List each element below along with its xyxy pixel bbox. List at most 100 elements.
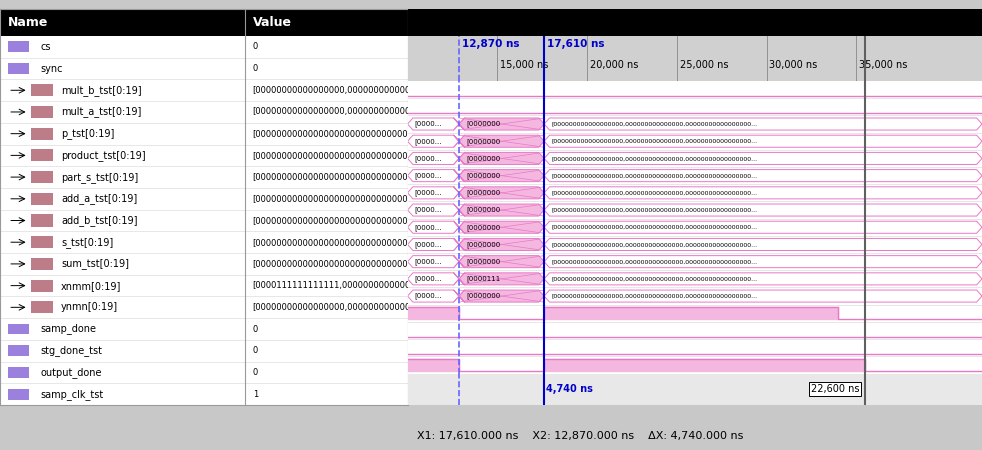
Text: [0000...: [0000... [414, 121, 442, 127]
Text: 0: 0 [252, 346, 258, 355]
Text: 20,000 ns: 20,000 ns [820, 383, 864, 392]
Text: [00000000000000000,0000000000000: [00000000000000000,0000000000000 [252, 108, 416, 117]
Text: 15,000 ns: 15,000 ns [731, 383, 775, 392]
Text: 35,000 ns: 35,000 ns [859, 60, 907, 70]
Text: [0000111111111111,00000000000000: [0000111111111111,00000000000000 [252, 281, 416, 290]
Text: 30,000 ns: 30,000 ns [769, 60, 818, 70]
Polygon shape [454, 187, 464, 199]
Text: 0: 0 [252, 42, 258, 51]
Polygon shape [454, 135, 464, 147]
Bar [8, 324, 28, 334]
Text: [000000000000000000,000000000000000,00000000000000000...: [000000000000000000,000000000000000,0000… [551, 276, 757, 281]
Text: 12,870 ns: 12,870 ns [462, 39, 519, 49]
Bar [30, 193, 53, 205]
Bar [30, 106, 53, 118]
Text: Name: Name [8, 16, 48, 29]
Text: [0000...: [0000... [414, 155, 442, 162]
Text: 1: 1 [252, 390, 258, 399]
Polygon shape [459, 187, 544, 199]
Text: output_done: output_done [40, 367, 102, 378]
Polygon shape [454, 273, 464, 285]
Text: 17,610 ns: 17,610 ns [547, 39, 604, 49]
Text: [0000000: [0000000 [466, 224, 501, 230]
Bar [30, 301, 53, 313]
Polygon shape [544, 153, 982, 164]
Text: [0000...: [0000... [414, 241, 442, 248]
Text: xnmm[0:19]: xnmm[0:19] [61, 281, 122, 291]
Polygon shape [454, 170, 464, 182]
Text: [0000000000000000000000000000000: [0000000000000000000000000000000 [252, 216, 418, 225]
Polygon shape [544, 273, 982, 285]
Bar [8, 367, 28, 378]
Bar [30, 279, 53, 292]
Text: add_b_tst[0:19]: add_b_tst[0:19] [61, 215, 137, 226]
Text: samp_clk_tst: samp_clk_tst [40, 389, 104, 400]
Polygon shape [544, 187, 982, 199]
Bar [8, 63, 28, 74]
Text: s_tst[0:19]: s_tst[0:19] [61, 237, 113, 248]
Text: [0000000: [0000000 [466, 241, 501, 248]
Text: [000000000000000000,000000000000000,00000000000000000...: [000000000000000000,000000000000000,0000… [551, 259, 757, 264]
Polygon shape [459, 238, 544, 251]
Text: sum_tst[0:19]: sum_tst[0:19] [61, 258, 129, 270]
Bar [8, 324, 28, 334]
Text: 0: 0 [252, 368, 258, 377]
Polygon shape [408, 187, 459, 199]
Bar [8, 345, 28, 356]
Polygon shape [544, 118, 982, 130]
Polygon shape [408, 290, 459, 302]
Polygon shape [544, 135, 982, 147]
Text: product_tst[0:19]: product_tst[0:19] [61, 150, 145, 161]
Text: [00000000000000000,0000000000000: [00000000000000000,0000000000000 [252, 303, 416, 312]
Polygon shape [459, 170, 544, 182]
Bar [8, 63, 28, 74]
Polygon shape [454, 273, 464, 285]
Text: ynmn[0:19]: ynmn[0:19] [61, 302, 118, 312]
Bar [30, 149, 53, 162]
Bar [30, 171, 53, 183]
Text: [0000...: [0000... [414, 292, 442, 299]
Bar [30, 128, 53, 140]
Polygon shape [454, 238, 464, 251]
Text: [0000000: [0000000 [466, 121, 501, 127]
Bar [30, 106, 53, 118]
Text: [000000000000000000,000000000000000,00000000000000000...: [000000000000000000,000000000000000,0000… [551, 190, 757, 195]
Bar [30, 258, 53, 270]
Polygon shape [408, 204, 459, 216]
Bar [8, 41, 28, 52]
Bar [30, 236, 53, 248]
Bar [8, 389, 28, 400]
Bar [8, 345, 28, 356]
Polygon shape [459, 221, 544, 233]
Text: add_a_tst[0:19]: add_a_tst[0:19] [61, 194, 137, 204]
Text: 22,600 ns: 22,600 ns [811, 384, 859, 394]
Text: [0000000: [0000000 [466, 189, 501, 196]
Polygon shape [408, 153, 459, 164]
Polygon shape [408, 256, 459, 268]
Polygon shape [454, 204, 464, 216]
Text: [0000000: [0000000 [466, 258, 501, 265]
Polygon shape [454, 153, 464, 164]
Text: [0000000000000000000000000000000: [0000000000000000000000000000000 [252, 173, 418, 182]
Bar [30, 149, 53, 162]
Text: [0000000000000000000000000000000: [0000000000000000000000000000000 [252, 238, 418, 247]
Polygon shape [459, 118, 544, 130]
Polygon shape [454, 118, 464, 130]
Text: [000000000000000000,000000000000000,00000000000000000...: [000000000000000000,000000000000000,0000… [551, 139, 757, 144]
Polygon shape [544, 221, 982, 233]
Polygon shape [544, 290, 982, 302]
Text: 25,000 ns: 25,000 ns [680, 60, 728, 70]
Text: X1: 17,610.000 ns    X2: 12,870.000 ns    ΔX: 4,740.000 ns: X1: 17,610.000 ns X2: 12,870.000 ns ΔX: … [417, 431, 743, 441]
Text: 25,000 ns: 25,000 ns [909, 383, 955, 392]
Text: [000000000000000000,000000000000000,00000000000000000...: [000000000000000000,000000000000000,0000… [551, 207, 757, 212]
Polygon shape [459, 273, 544, 285]
Text: [0000...: [0000... [414, 224, 442, 230]
Polygon shape [454, 290, 464, 302]
Polygon shape [454, 170, 464, 182]
Polygon shape [459, 135, 544, 147]
Bar [30, 214, 53, 227]
Text: 15,000 ns: 15,000 ns [500, 60, 548, 70]
Polygon shape [454, 204, 464, 216]
Text: [000000000000000000,000000000000000,00000000000000000...: [000000000000000000,000000000000000,0000… [551, 293, 757, 298]
Polygon shape [454, 153, 464, 164]
